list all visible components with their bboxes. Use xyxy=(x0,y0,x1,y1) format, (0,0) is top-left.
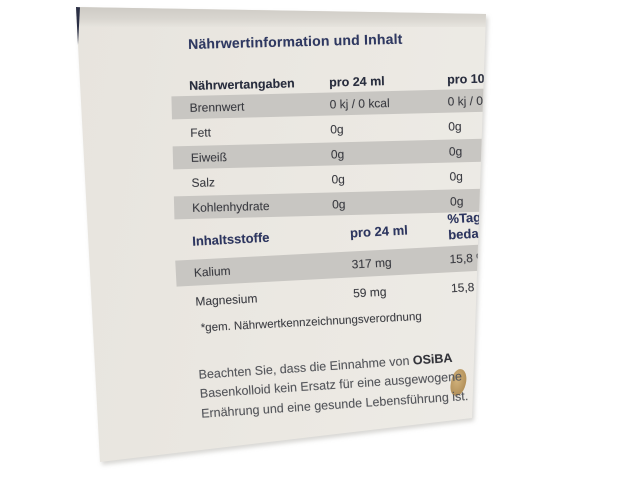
label-content: Nährwertinformation und Inhalt Nährwerta… xyxy=(145,7,510,425)
table-cell: 0 kj / 0 kcal xyxy=(447,92,508,109)
ingredients-section: Inhaltsstoffe pro 24 ml %Tages- bedarf* … xyxy=(149,203,501,337)
table-cell: 15,8 % xyxy=(449,250,488,267)
table-cell: 0g xyxy=(449,168,463,184)
table-cell: 0g xyxy=(448,143,463,159)
table-cell: Eiweiß xyxy=(190,149,228,165)
table-cell: 317 mg xyxy=(351,255,393,272)
table-cell: 0 kj / 0 kcal xyxy=(329,95,390,112)
column-header: %Tages- bedarf* xyxy=(447,206,501,243)
table-cell: 59 mg xyxy=(352,284,387,301)
table-cell: 0g xyxy=(330,121,344,137)
column-header-line: %Tages- xyxy=(447,208,501,227)
table-cell: Fett xyxy=(190,124,212,140)
table-cell: Magnesium xyxy=(195,291,258,309)
column-header: pro 100 ml xyxy=(446,71,510,87)
table-cell: Salz xyxy=(191,174,216,190)
table-cell: Brennwert xyxy=(189,99,245,115)
column-header: Nährwertangaben xyxy=(189,76,295,93)
table-cell: 0g xyxy=(330,146,345,161)
table-cell: Kalium xyxy=(193,263,231,280)
brand-name: OSiBA xyxy=(412,350,453,368)
table-cell: Kohlenhydrate xyxy=(191,198,270,215)
table-cell: 0g xyxy=(448,118,462,134)
label-title: Nährwertinformation und Inhalt xyxy=(187,30,403,52)
nutrition-table-body: Brennwert 0 kj / 0 kcal 0 kj / 0 kcal Fett 0… xyxy=(147,87,508,220)
notice-text: Beachten Sie, dass die Einnahme von OSiB… xyxy=(198,342,486,424)
table-cell: 15,8 % xyxy=(450,279,489,296)
table-cell: 0g xyxy=(449,193,464,209)
column-header: pro 24 ml xyxy=(349,221,409,240)
package-edge-line xyxy=(76,7,80,462)
nutrition-label-card: Nährwertinformation und Inhalt Nährwerta… xyxy=(76,7,486,462)
column-header: pro 24 ml xyxy=(328,74,385,90)
table-cell: 0g xyxy=(331,171,346,186)
column-header: Inhaltsstoffe xyxy=(191,229,270,249)
